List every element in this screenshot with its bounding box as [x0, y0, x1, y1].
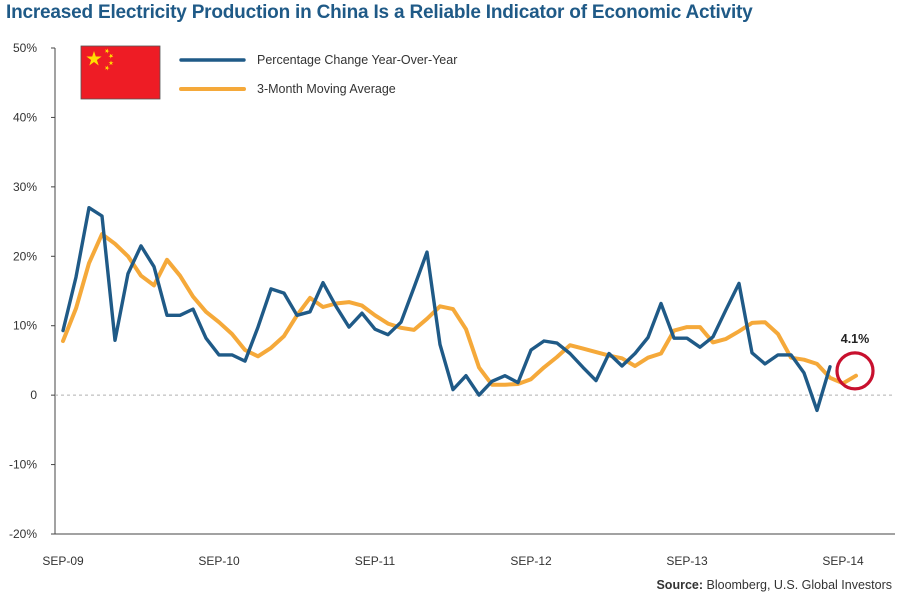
flag-large-star [86, 51, 102, 66]
highlight-circle [835, 351, 875, 391]
x-tick-label: SEP-11 [355, 554, 396, 568]
x-tick-label: SEP-13 [666, 554, 708, 568]
chart-title: Increased Electricity Production in Chin… [6, 2, 753, 23]
flag-small-star [108, 60, 114, 66]
legend-item-yoy: Percentage Change Year-Over-Year [179, 53, 457, 67]
source-note: Source: Bloomberg, U.S. Global Investors [656, 578, 892, 592]
callout-group: 4.1% [835, 332, 875, 391]
china-flag-icon [80, 45, 161, 100]
flag-field [80, 45, 161, 100]
flag-small-star [104, 48, 110, 54]
y-tick-label: 20% [13, 249, 37, 263]
legend-item-moving-average: 3-Month Moving Average [179, 82, 396, 96]
x-tick-label: SEP-12 [510, 554, 552, 568]
series-line-moving-average [61, 232, 858, 387]
source-text: Bloomberg, U.S. Global Investors [706, 578, 893, 592]
y-tick-label: 30% [13, 180, 37, 194]
y-tick-label: 0 [30, 388, 37, 402]
x-tick-label: SEP-09 [42, 554, 84, 568]
y-tick-label: 50% [13, 41, 37, 55]
flag-small-star [108, 53, 114, 59]
y-tick-label: -10% [9, 458, 37, 472]
series-lines [61, 205, 858, 413]
x-tick-label: SEP-14 [822, 554, 864, 568]
x-tick-label: SEP-10 [198, 554, 240, 568]
y-tick-label: -20% [9, 527, 37, 541]
flag-small-star [104, 65, 110, 71]
y-tick-label: 40% [13, 110, 37, 124]
series-line-yoy [61, 205, 832, 413]
axes: -20% -10% 0 10% 20% 30% 40% 50% SEP-09 SEP-10 SEP-… [9, 41, 895, 568]
y-tick-label: 10% [13, 319, 37, 333]
callout-label: 4.1% [841, 332, 870, 346]
legend-label: Percentage Change Year-Over-Year [257, 53, 457, 67]
legend-label: 3-Month Moving Average [257, 82, 396, 96]
source-label: Source: [656, 578, 704, 592]
legend: Percentage Change Year-Over-Year 3-Month … [179, 53, 457, 96]
